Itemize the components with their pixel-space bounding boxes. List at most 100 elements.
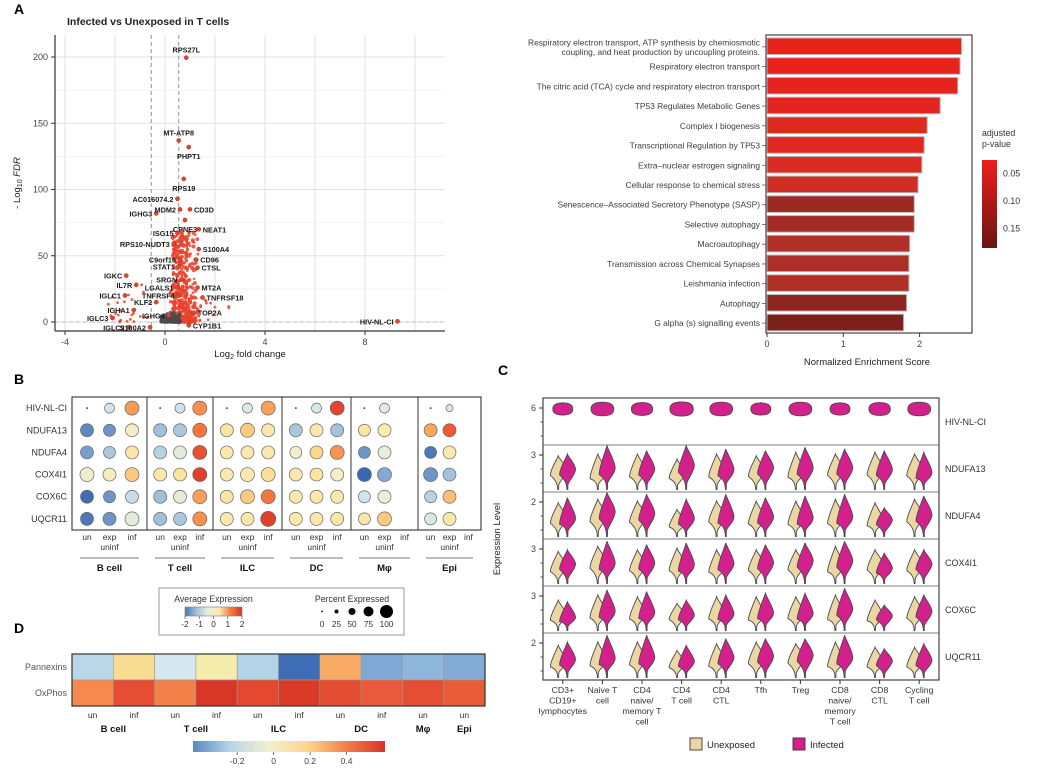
volcano-point [186,314,191,319]
volcano-point [132,311,135,315]
gene-point [176,138,182,143]
gene-point [183,55,189,60]
violin-shape [915,642,933,678]
volcano-point [191,291,195,295]
expression-dot [358,512,371,526]
expression-dot [124,400,140,416]
violin-shape [559,640,577,678]
pct-size-dot [334,609,339,614]
pathway-label: Macroautophagy [698,239,761,249]
volcano-point [184,234,189,239]
y-tick-label: 6 [531,403,536,413]
violin-shape [915,548,933,584]
volcano-point [197,314,201,318]
volcano-point [194,233,197,237]
volcano-point [116,313,120,317]
avg-expression-legend-title: Average Expression [174,594,253,604]
celltype-label: cell [635,717,648,727]
condition-sublabel: uninf [100,542,119,552]
volcano-point [190,286,195,290]
heatmap-cell [195,653,238,681]
condition-label: inf [195,532,205,542]
violin-shape [757,544,775,584]
heatmap-colorbar [193,741,385,752]
volcano-point [213,305,217,309]
celltype-label: T cell [830,717,851,727]
pct-size-dot [321,610,323,613]
gene-point [175,285,180,290]
celltype-label: CD4 [673,685,691,695]
violin-shape [796,591,814,631]
heatmap-cell [154,653,197,681]
expression-dot [429,407,432,410]
volcano-point [184,284,189,289]
condition-label: inf [400,532,410,542]
volcano-point [187,241,191,245]
volcano-point [171,283,176,288]
volcano-point [132,320,136,324]
volcano-point [180,274,184,278]
gene-point [123,273,129,278]
condition-label: inf [295,710,305,720]
gene-label: IGKC [104,272,123,281]
x-tick-label: 0 [162,337,167,347]
volcano-point [168,290,173,294]
gene-label: MDM2 [155,205,177,214]
gene-point [186,144,192,150]
expression-dot [309,445,324,460]
expression-dot [103,490,116,504]
violin-shape [590,401,615,417]
volcano-point [185,254,189,257]
gene-label: RPS10-NUDT3 [120,240,170,249]
violin-shape [638,450,656,490]
volcano-point [184,250,188,254]
volcano-point [111,295,114,299]
gene-point [176,293,182,298]
y-tick-label: 3 [531,591,536,601]
condition-label: inf [264,532,274,542]
violin-shape [598,541,616,584]
gsea-bar [766,195,915,213]
condition-label: inf [128,532,138,542]
violin-shape [638,635,656,678]
violin-shape [757,638,775,678]
celltype-group-label: T cell [184,724,208,735]
gene-point [200,295,205,300]
violin-shape [559,548,577,584]
expression-dot [330,467,345,482]
x-tick-label: 0 [764,339,769,349]
violin-shape [796,542,814,584]
gsea-bar [766,155,923,174]
violin-shape [796,447,814,490]
celltype-group-label: Epi [442,563,457,574]
expression-dot [358,446,371,459]
volcano-point [188,285,192,288]
volcano-point [167,318,170,322]
gene-label: CD3D [194,205,214,214]
expression-dot [240,512,255,526]
x-axis-title: Log2 fold change [214,349,286,361]
celltype-label: T cell [671,696,692,706]
condition-label: un [82,532,92,542]
volcano-point [164,317,168,321]
heatmap-cell [154,679,197,707]
gsea-bar [766,254,910,273]
colorbar-tick-label: 0.4 [341,756,353,766]
gene-label: MT-ATP8 [163,128,194,137]
y-tick-label: 2 [531,497,536,507]
y-tick-label: 100 [33,185,48,195]
violin-shape [915,495,933,537]
volcano-point [183,272,187,276]
violin-y-axis-title: Expression Level [492,503,503,575]
volcano-point [170,306,175,311]
expression-dot [442,467,457,482]
x-tick-label: 8 [362,337,367,347]
expression-dot [153,467,168,482]
volcano-plot: 0 50 100 150 200 -4 0 4 8 RPS27L MT-ATP8 PHPT1 RPS19… [12,16,445,361]
expression-dot [288,423,303,438]
condition-label: inf [464,532,474,542]
condition-label: inf [129,710,139,720]
violin-shape [677,497,695,537]
volcano-point [173,251,176,255]
gene-point [171,241,177,247]
